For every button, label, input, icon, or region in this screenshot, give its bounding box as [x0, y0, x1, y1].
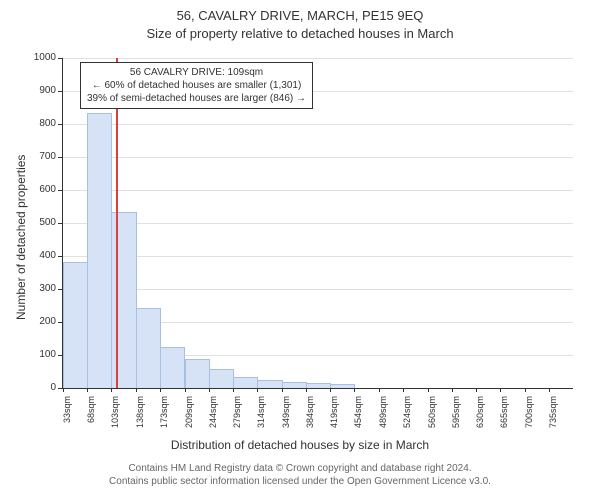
grid-line — [63, 157, 573, 158]
ytick-label: 400 — [26, 250, 56, 261]
xtick-mark — [306, 388, 307, 392]
ytick-mark — [58, 256, 62, 257]
xtick-mark — [379, 388, 380, 392]
xtick-label: 68sqm — [86, 396, 96, 436]
xtick-label: 244sqm — [208, 396, 218, 436]
ytick-label: 900 — [26, 85, 56, 96]
xtick-mark — [549, 388, 550, 392]
histogram-bar — [282, 382, 307, 388]
ytick-mark — [58, 223, 62, 224]
xtick-label: 595sqm — [451, 396, 461, 436]
histogram-bar — [257, 380, 282, 388]
ytick-label: 1000 — [26, 52, 56, 63]
ytick-mark — [58, 322, 62, 323]
histogram-bar — [185, 359, 210, 388]
xtick-mark — [428, 388, 429, 392]
xtick-mark — [500, 388, 501, 392]
xtick-label: 419sqm — [329, 396, 339, 436]
xtick-label: 138sqm — [135, 396, 145, 436]
histogram-bar — [209, 369, 234, 388]
ytick-mark — [58, 355, 62, 356]
ytick-label: 700 — [26, 151, 56, 162]
xtick-mark — [209, 388, 210, 392]
xtick-mark — [282, 388, 283, 392]
ytick-mark — [58, 388, 62, 389]
grid-line — [63, 289, 573, 290]
ytick-label: 500 — [26, 217, 56, 228]
xtick-label: 209sqm — [184, 396, 194, 436]
xtick-label: 665sqm — [499, 396, 509, 436]
property-info-box: 56 CAVALRY DRIVE: 109sqm← 60% of detache… — [80, 62, 313, 109]
ytick-label: 200 — [26, 316, 56, 327]
xtick-mark — [233, 388, 234, 392]
xtick-mark — [354, 388, 355, 392]
histogram-bar — [160, 347, 185, 388]
xtick-label: 349sqm — [281, 396, 291, 436]
grid-line — [63, 124, 573, 125]
xtick-label: 173sqm — [159, 396, 169, 436]
grid-line — [63, 58, 573, 59]
ytick-mark — [58, 124, 62, 125]
ytick-label: 100 — [26, 349, 56, 360]
footer-copyright-2: Contains public sector information licen… — [0, 475, 600, 488]
xtick-mark — [160, 388, 161, 392]
ytick-label: 600 — [26, 184, 56, 195]
xtick-label: 33sqm — [62, 396, 72, 436]
xtick-mark — [257, 388, 258, 392]
histogram-bar — [330, 384, 355, 388]
xtick-mark — [403, 388, 404, 392]
grid-line — [63, 223, 573, 224]
ytick-mark — [58, 190, 62, 191]
xtick-label: 314sqm — [256, 396, 266, 436]
ytick-mark — [58, 91, 62, 92]
ytick-label: 800 — [26, 118, 56, 129]
grid-line — [63, 190, 573, 191]
page-subtitle: Size of property relative to detached ho… — [0, 26, 600, 41]
xtick-mark — [330, 388, 331, 392]
xtick-mark — [476, 388, 477, 392]
ytick-mark — [58, 58, 62, 59]
histogram-bar — [63, 262, 88, 388]
xtick-label: 279sqm — [232, 396, 242, 436]
histogram-bar — [233, 377, 258, 388]
page-title: 56, CAVALRY DRIVE, MARCH, PE15 9EQ — [0, 8, 600, 23]
xtick-label: 489sqm — [378, 396, 388, 436]
xtick-label: 735sqm — [548, 396, 558, 436]
xtick-label: 384sqm — [305, 396, 315, 436]
xtick-label: 560sqm — [427, 396, 437, 436]
ytick-label: 300 — [26, 283, 56, 294]
info-box-line-1: 56 CAVALRY DRIVE: 109sqm — [87, 66, 306, 79]
grid-line — [63, 256, 573, 257]
info-box-line-2: ← 60% of detached houses are smaller (1,… — [87, 79, 306, 92]
xtick-label: 103sqm — [110, 396, 120, 436]
info-box-line-3: 39% of semi-detached houses are larger (… — [87, 92, 306, 105]
footer-copyright-1: Contains HM Land Registry data © Crown c… — [0, 462, 600, 475]
xtick-label: 700sqm — [524, 396, 534, 436]
xtick-mark — [525, 388, 526, 392]
xtick-mark — [87, 388, 88, 392]
xtick-mark — [111, 388, 112, 392]
xtick-mark — [136, 388, 137, 392]
x-axis-label: Distribution of detached houses by size … — [0, 438, 600, 452]
xtick-mark — [63, 388, 64, 392]
xtick-label: 454sqm — [353, 396, 363, 436]
histogram-bar — [306, 383, 331, 388]
ytick-mark — [58, 289, 62, 290]
histogram-bar — [87, 113, 112, 388]
xtick-mark — [185, 388, 186, 392]
xtick-mark — [452, 388, 453, 392]
ytick-mark — [58, 157, 62, 158]
histogram-bar — [136, 308, 161, 388]
xtick-label: 630sqm — [475, 396, 485, 436]
ytick-label: 0 — [26, 382, 56, 393]
y-axis-label: Number of detached properties — [14, 155, 28, 320]
xtick-label: 524sqm — [402, 396, 412, 436]
